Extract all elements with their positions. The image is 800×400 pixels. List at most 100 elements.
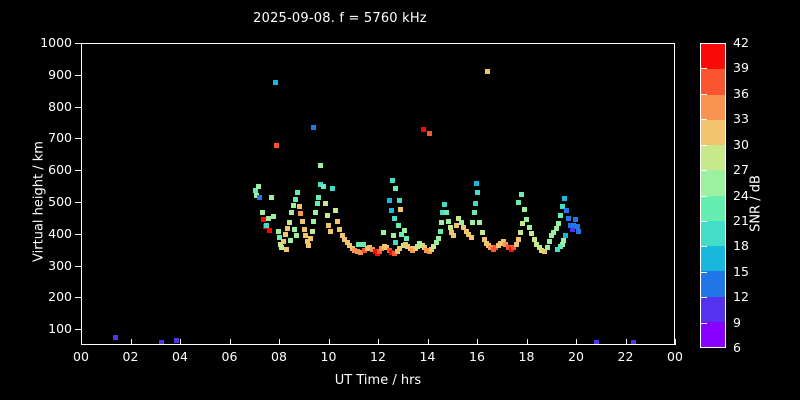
data-point [575, 224, 580, 230]
data-point [426, 249, 432, 255]
data-point [500, 239, 506, 245]
data-point [558, 213, 564, 219]
scatter-points-layer [82, 44, 674, 344]
data-point [327, 228, 333, 234]
colorbar-band [701, 296, 725, 322]
data-point [268, 194, 274, 200]
chart-title: 2025-09-08. f = 5760 kHz [253, 11, 427, 26]
data-point [294, 232, 300, 238]
y-axis-tick-label: 900 [48, 66, 72, 82]
data-point [285, 226, 291, 232]
data-point [404, 235, 410, 241]
data-point [484, 69, 490, 75]
data-point [290, 203, 296, 209]
data-point [421, 127, 427, 133]
data-point [547, 239, 553, 245]
x-axis-title: UT Time / hrs [334, 373, 422, 388]
data-point [471, 210, 477, 216]
data-point [317, 163, 323, 169]
data-point [299, 218, 305, 224]
colorbar-band [701, 170, 725, 196]
colorbar-tick [700, 246, 707, 248]
data-point [360, 242, 366, 248]
data-point [354, 249, 360, 255]
colorbar-tick-label: 33 [733, 111, 749, 127]
colorbar-tick [700, 119, 707, 121]
data-point [337, 227, 343, 232]
data-point [563, 233, 569, 239]
data-point [556, 220, 562, 226]
data-point [255, 184, 261, 190]
plot-area [81, 43, 675, 345]
data-point [468, 234, 474, 240]
x-axis-tick [180, 339, 181, 345]
data-point [306, 242, 312, 248]
x-axis-tick [229, 339, 231, 345]
y-axis-tick [75, 74, 81, 76]
data-point [419, 242, 425, 248]
data-point [292, 197, 298, 203]
data-point [379, 246, 385, 252]
data-point [369, 246, 375, 252]
data-point [593, 340, 599, 344]
x-axis-tick-label: 18 [518, 349, 535, 364]
data-point [449, 229, 455, 235]
colorbar-tick [700, 271, 707, 273]
data-point [388, 207, 394, 213]
data-point [453, 223, 459, 229]
colorbar-tick [700, 297, 707, 299]
x-axis-tick [576, 339, 577, 345]
x-axis-tick [130, 339, 132, 345]
data-point [473, 181, 479, 187]
data-point [433, 240, 439, 246]
x-axis-tick-label: 16 [469, 349, 485, 364]
data-point [531, 237, 537, 243]
data-point [461, 225, 467, 231]
x-axis-tick [675, 339, 676, 345]
data-point [630, 340, 636, 344]
data-point [549, 233, 554, 239]
data-point [311, 124, 317, 130]
data-point [469, 220, 475, 226]
data-point [286, 220, 292, 226]
data-point [474, 189, 480, 195]
data-point [396, 198, 402, 204]
x-axis-tick [279, 339, 280, 345]
data-point [456, 216, 462, 222]
data-point [391, 216, 397, 222]
x-axis-tick-label: 02 [122, 349, 139, 364]
y-axis-tick-label: 1000 [40, 35, 72, 50]
data-point [441, 201, 447, 207]
x-axis-tick-label: 06 [221, 349, 238, 364]
data-point [358, 249, 364, 255]
data-point [393, 185, 399, 191]
colorbar-band [701, 145, 725, 171]
data-point [314, 200, 320, 206]
data-point [505, 244, 511, 250]
data-point [380, 230, 386, 236]
x-axis-tick [427, 339, 429, 345]
colorbar-tick [700, 68, 707, 70]
data-point [466, 232, 472, 238]
data-point [526, 225, 532, 231]
data-point [272, 80, 278, 86]
colorbar-tick-label: 24 [733, 187, 749, 203]
x-axis-tick-label: 14 [419, 349, 436, 364]
y-axis-tick [75, 329, 81, 331]
data-point [264, 222, 270, 228]
data-point [396, 223, 402, 229]
data-point [389, 178, 395, 184]
colorbar-tick [700, 170, 707, 172]
data-point [291, 227, 297, 232]
data-point [573, 217, 579, 223]
data-point [435, 235, 441, 241]
data-point [511, 244, 517, 250]
colorbar-tick-label: 18 [733, 238, 749, 254]
colorbar-title: SNR / dB [748, 175, 764, 232]
x-axis-tick [625, 339, 627, 345]
y-axis-tick-label: 400 [48, 225, 72, 241]
x-axis-tick-label: 00 [73, 349, 89, 364]
y-axis-tick [75, 265, 81, 267]
colorbar-tick-label: 36 [733, 85, 749, 101]
